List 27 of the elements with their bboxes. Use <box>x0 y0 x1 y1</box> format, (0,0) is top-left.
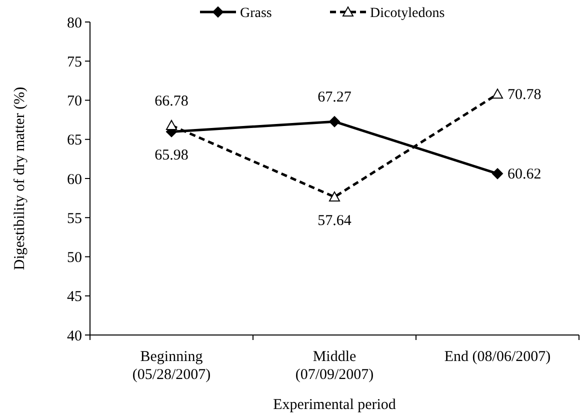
point <box>329 116 340 128</box>
y-tick-label: 45 <box>67 289 82 306</box>
x-tick-label: Beginning (05/28/2007) <box>132 349 211 383</box>
legend-label: Grass <box>240 6 272 21</box>
legend-label: Dicotyledons <box>370 6 445 21</box>
y-tick-label: 75 <box>67 54 82 70</box>
point <box>166 120 177 130</box>
x-tick-label: End (08/06/2007) <box>444 349 551 365</box>
point <box>329 191 340 202</box>
y-tick-label: 55 <box>67 210 82 227</box>
data-label: 70.78 <box>508 87 542 104</box>
data-label: 67.27 <box>318 90 352 106</box>
data-label: 60.62 <box>508 166 542 183</box>
y-tick-label: 60 <box>67 172 82 188</box>
data-label: 66.78 <box>154 93 188 110</box>
data-label: 57.64 <box>318 212 352 229</box>
point <box>492 88 503 99</box>
y-tick-label: 50 <box>67 250 82 266</box>
data-label: 65.98 <box>154 148 188 164</box>
y-tick-label: 65 <box>67 132 82 149</box>
y-axis-title: Digestibility of dry matter (%) <box>12 86 28 270</box>
point <box>492 168 503 180</box>
x-axis-title: Experimental period <box>273 397 396 413</box>
y-tick-label: 40 <box>67 328 82 344</box>
y-tick-label: 70 <box>67 94 82 110</box>
x-tick-label: Middle (07/09/2007) <box>295 349 374 383</box>
y-tick-label: 80 <box>67 15 82 32</box>
